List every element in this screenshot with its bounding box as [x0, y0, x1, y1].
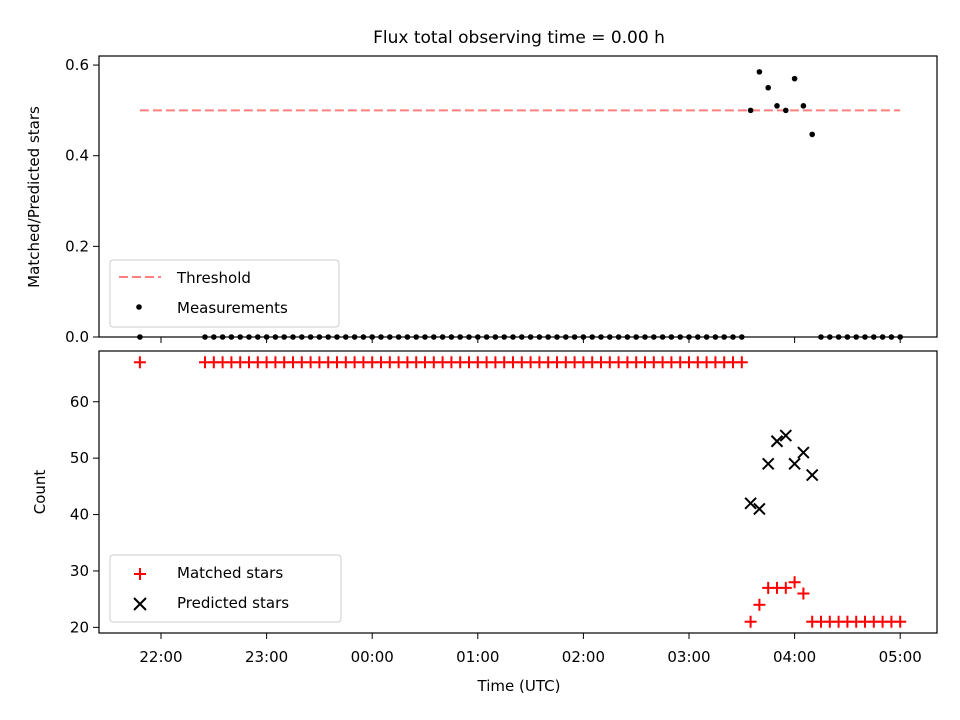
measurements-legend-label: Measurements: [177, 299, 288, 317]
count-y-ticks: 20 30 40 50 60: [70, 393, 99, 636]
measurement-point: [800, 103, 807, 109]
count-x-tick-label: 02:00: [562, 648, 605, 666]
count-x-tick-label: 04:00: [773, 648, 816, 666]
count-panel: 20 30 40 50 60 22:00 23:00 00:00 01:00 02:00 03:0…: [31, 350, 938, 695]
measurement-point: [774, 103, 780, 109]
predicted-star-point: [753, 502, 766, 516]
matched-star-point: [744, 615, 757, 628]
matched-star-point: [753, 598, 766, 611]
predicted-star-point: [779, 429, 793, 442]
matched-star-point: [788, 576, 801, 589]
count-y-tick-label: 40: [70, 506, 89, 524]
ratio-legend: Threshold Measurements: [109, 259, 340, 328]
ratio-y-ticks: 0.0 0.2 0.4 0.6: [65, 56, 99, 346]
ratio-y-tick-label: 0.2: [65, 237, 89, 255]
matched-star-point: [779, 581, 792, 594]
count-x-tick-label: 03:00: [667, 648, 710, 666]
count-x-tick-label: 22:00: [139, 648, 182, 666]
measurement-point: [765, 84, 771, 91]
matched-star-point: [797, 587, 810, 600]
measurement-point: [783, 107, 789, 114]
ratio-panel: 0.0 0.2 0.4 0.6 Matched/Predicted stars Thr…: [25, 55, 938, 346]
count-y-tick-label: 50: [70, 449, 89, 467]
matched-legend-swatch: [134, 568, 146, 580]
count-y-axis-label: Count: [31, 470, 49, 515]
ratio-y-tick-label: 0.0: [65, 328, 89, 346]
matched-star-point: [735, 356, 748, 369]
ratio-legend-box: [109, 259, 340, 328]
measurement-point: [791, 75, 798, 82]
count-plot-area: [133, 356, 907, 628]
count-x-tick-label: 01:00: [456, 648, 499, 666]
matched-legend-label: Matched stars: [177, 564, 283, 582]
count-x-tick-label: 23:00: [245, 648, 288, 666]
measurement-point: [809, 131, 815, 138]
count-y-tick-label: 30: [70, 562, 89, 580]
predicted-star-point: [761, 457, 775, 471]
count-y-tick-label: 20: [70, 618, 89, 636]
ratio-axes-frame: [98, 55, 938, 338]
predicted-star-point: [788, 457, 801, 471]
ratio-y-tick-label: 0.4: [65, 147, 89, 165]
count-x-tick-label: 05:00: [879, 648, 922, 666]
count-axes-frame: [98, 350, 938, 634]
ratio-y-tick-label: 0.6: [65, 56, 89, 74]
predicted-star-point: [744, 497, 757, 510]
measurement-point: [756, 69, 763, 75]
count-legend-box: [109, 554, 342, 623]
count-y-tick-label: 60: [70, 393, 89, 411]
ratio-plot-area: [137, 69, 903, 340]
ratio-y-axis-label: Matched/Predicted stars: [25, 106, 43, 288]
count-x-ticks: 22:00 23:00 00:00 01:00 02:00 03:00 04:00 05:00: [139, 633, 922, 666]
predicted-legend-label: Predicted stars: [177, 594, 289, 612]
chart-title: Flux total observing time = 0.00 h: [373, 28, 665, 48]
predicted-star-point: [770, 435, 784, 448]
measurement-point: [747, 107, 754, 114]
matched-star-point: [894, 615, 907, 628]
measurements-legend-swatch: [136, 304, 142, 310]
threshold-legend-label: Threshold: [176, 269, 251, 287]
count-x-tick-label: 00:00: [351, 648, 394, 666]
matched-star-point: [133, 356, 146, 369]
count-x-axis-label: Time (UTC): [477, 677, 561, 695]
predicted-star-point: [797, 446, 810, 459]
predicted-legend-swatch: [133, 597, 147, 611]
count-legend: Matched stars Predicted stars: [109, 554, 342, 623]
predicted-star-point: [805, 468, 819, 482]
